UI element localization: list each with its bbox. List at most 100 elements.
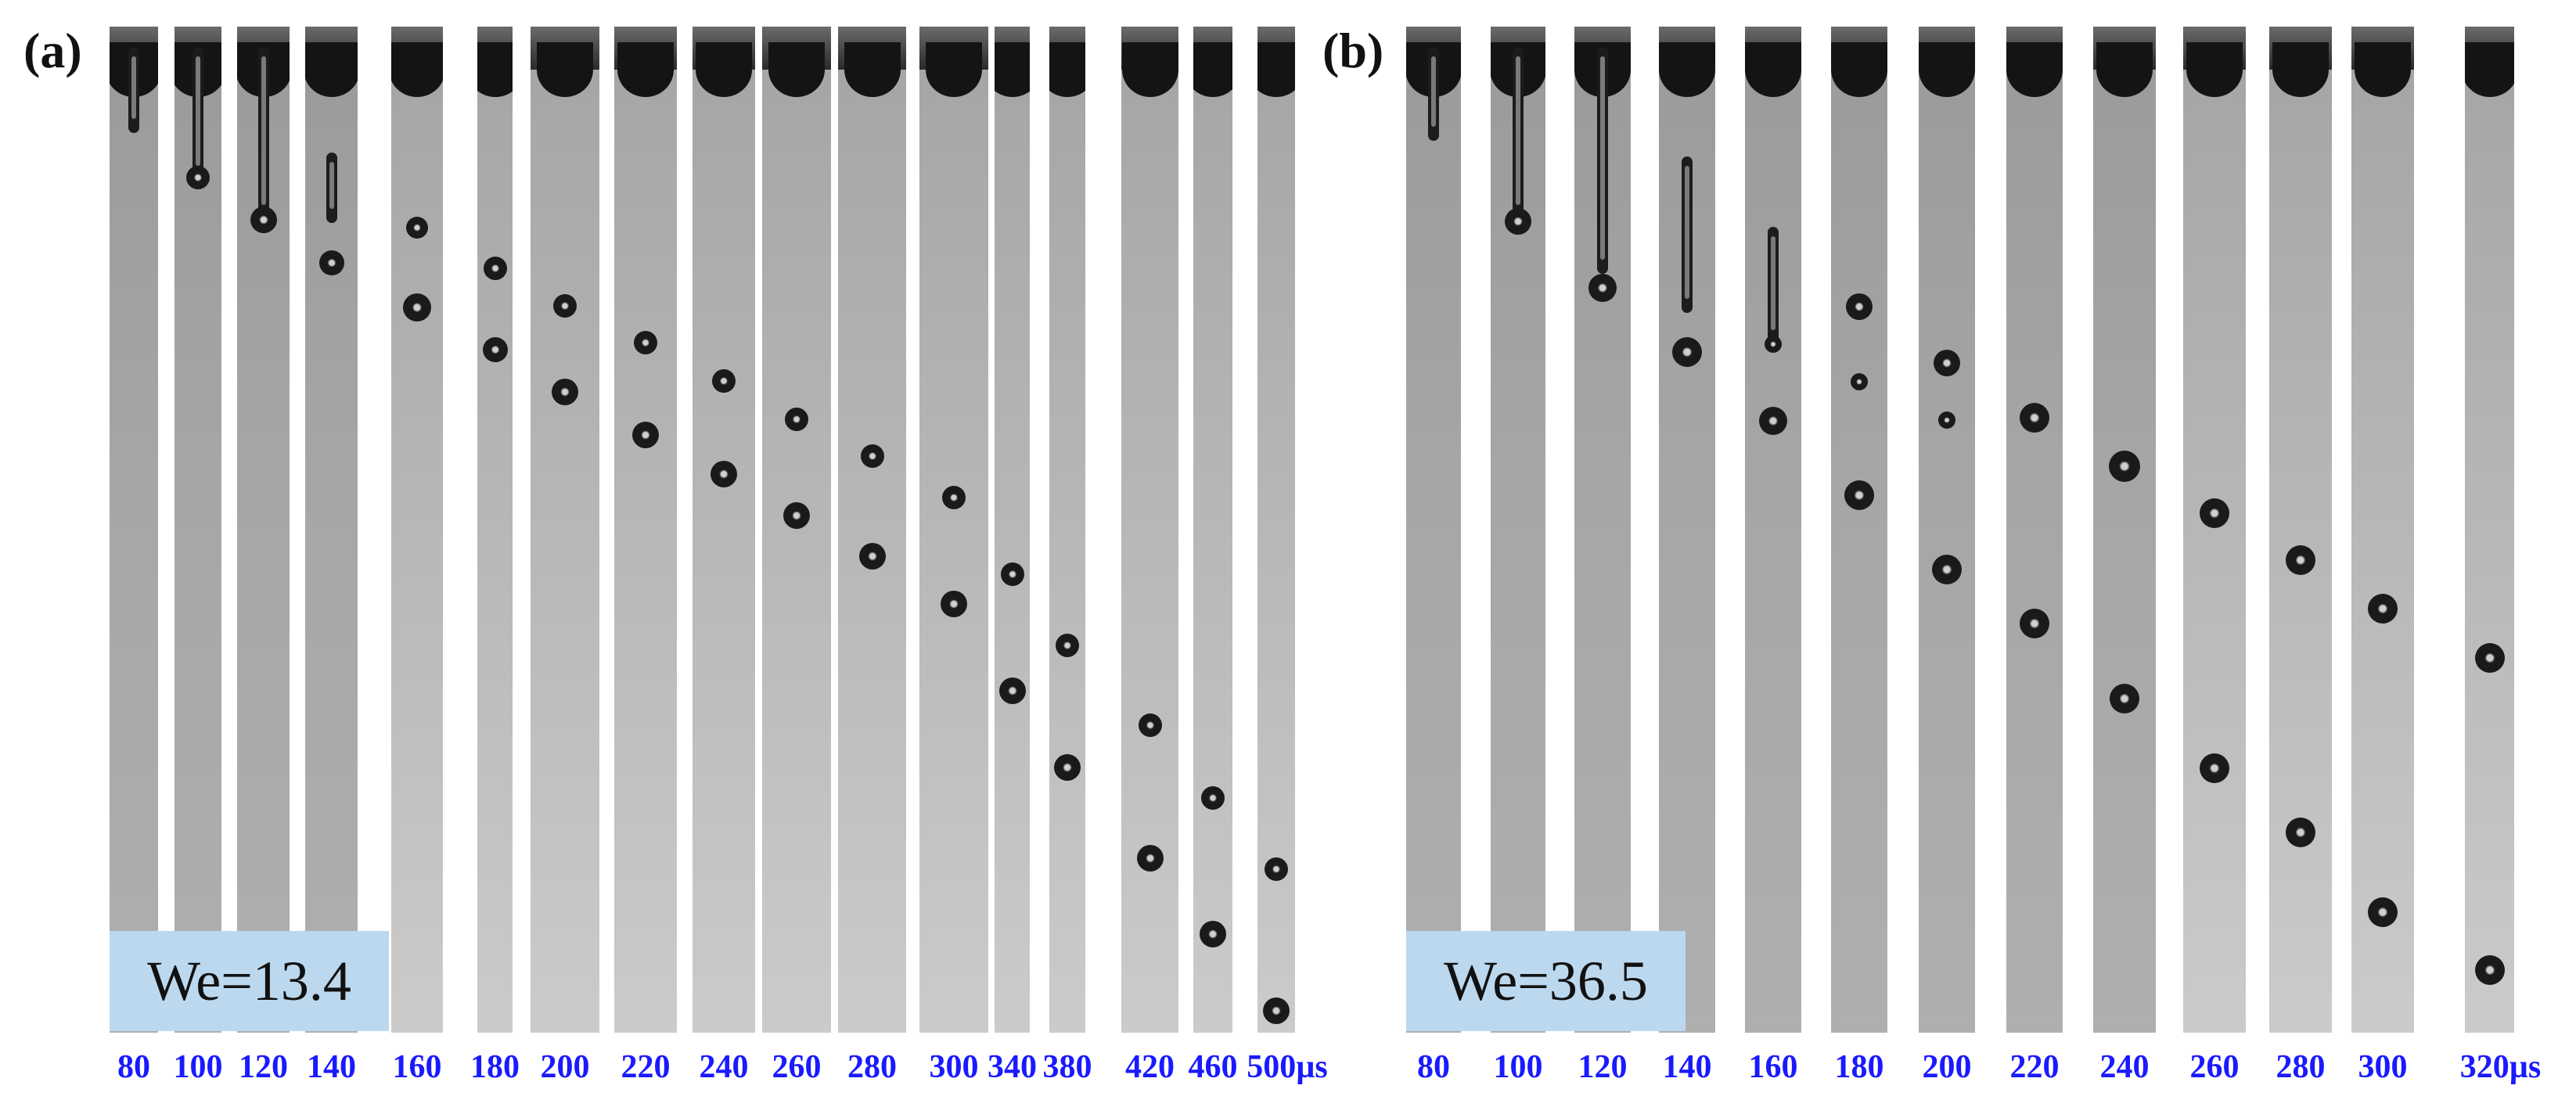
panel_b-time-label: 80 <box>1417 1049 1450 1085</box>
droplet <box>1844 480 1874 510</box>
droplet <box>860 444 884 468</box>
panel_a-time-label: 340 <box>988 1049 1037 1085</box>
nozzle-tip <box>1919 42 1975 97</box>
droplet <box>250 207 277 233</box>
droplet <box>318 250 344 275</box>
panel_b-strip-2 <box>1491 27 1545 1033</box>
nozzle-tip <box>2272 42 2329 97</box>
droplet <box>2020 609 2049 638</box>
panel_a-time-label: 380 <box>1042 1049 1092 1085</box>
panel_b-time-label: 220 <box>2009 1049 2060 1085</box>
liquid-ligament <box>1428 47 1439 141</box>
we-box-a: We=13.4 <box>110 931 389 1031</box>
panel_a-strip-2 <box>174 27 221 1033</box>
droplet <box>942 486 966 509</box>
nozzle-tip <box>1193 42 1232 97</box>
nozzle-tip <box>1257 42 1295 97</box>
droplet <box>1201 786 1225 810</box>
droplet <box>1000 562 1024 586</box>
liquid-ligament <box>326 153 337 223</box>
droplet <box>634 331 657 354</box>
panel_b-strip-5 <box>1745 27 1801 1033</box>
nozzle-tip <box>926 42 982 97</box>
droplet <box>1851 373 1868 390</box>
droplet <box>553 294 577 318</box>
droplet <box>1263 997 1290 1024</box>
panel_a-strip-17 <box>1257 27 1295 1033</box>
nozzle-tip <box>1049 42 1085 97</box>
panel_b-time-label: 160 <box>1748 1049 1798 1085</box>
panel_b-time-label: 100 <box>1493 1049 1543 1085</box>
nozzle-tip <box>844 42 901 97</box>
panel_a-time-label: 280 <box>847 1049 897 1085</box>
panel_a-strip-6 <box>477 27 513 1033</box>
panel_b-time-label: 260 <box>2189 1049 2240 1085</box>
liquid-ligament <box>257 47 269 219</box>
droplet <box>2474 643 2505 673</box>
droplet <box>2286 545 2315 575</box>
panel_a-time-label: 200 <box>540 1049 590 1085</box>
panel_b-strip-7 <box>1919 27 1975 1033</box>
droplet <box>2200 498 2229 528</box>
nozzle-tip <box>537 42 593 97</box>
panel_b-strip-13 <box>2465 27 2514 1033</box>
droplet <box>2110 684 2139 713</box>
nozzle-tip <box>1121 42 1178 97</box>
panel_a-time-label: 160 <box>392 1049 442 1085</box>
nozzle-tip <box>2186 42 2243 97</box>
droplet <box>1765 336 1782 353</box>
panel_b-strip-8 <box>2006 27 2063 1033</box>
panel_a-strip-15 <box>1121 27 1178 1033</box>
nozzle-tip <box>1745 42 1801 97</box>
droplet <box>1054 754 1081 781</box>
nozzle-tip <box>2465 42 2514 97</box>
droplet <box>712 369 736 393</box>
panel_a-time-label: 100 <box>173 1049 223 1085</box>
droplet <box>2286 818 2315 847</box>
droplet <box>482 337 508 362</box>
panel_b-time-label: 140 <box>1662 1049 1712 1085</box>
panel_a-strip-4 <box>305 27 358 1033</box>
panel_b-strip-11 <box>2269 27 2332 1033</box>
droplet <box>1588 274 1617 302</box>
nozzle-tip <box>1659 42 1715 97</box>
droplet <box>1505 208 1531 235</box>
droplet <box>1932 555 1962 584</box>
droplet <box>2368 594 2398 624</box>
panel_a-time-label: 260 <box>772 1049 822 1085</box>
droplet <box>2020 403 2049 433</box>
droplet <box>1056 634 1079 657</box>
panel_a-time-label: 500µs <box>1247 1049 1328 1085</box>
panel_a-strip-8 <box>614 27 677 1033</box>
panel_a-time-label: 180 <box>470 1049 520 1085</box>
panel_b-strip-10 <box>2183 27 2246 1033</box>
droplet <box>186 166 210 189</box>
panel_b-time-label: 120 <box>1578 1049 1628 1085</box>
droplet <box>552 379 578 405</box>
panel_a-time-label: 460 <box>1188 1049 1238 1085</box>
droplet <box>2109 451 2140 482</box>
panel_b-strip-12 <box>2351 27 2414 1033</box>
panel_a-strip-1 <box>110 27 158 1033</box>
nozzle-tip <box>2096 42 2153 97</box>
panel-b-label: (b) <box>1322 23 1384 78</box>
panel_a-strip-14 <box>1049 27 1085 1033</box>
droplet <box>941 591 967 617</box>
panel-a-label: (a) <box>23 23 82 78</box>
panel_a-strip-10 <box>762 27 831 1033</box>
nozzle-tip <box>1831 42 1887 97</box>
droplet <box>783 502 810 529</box>
panel_b-strip-6 <box>1831 27 1887 1033</box>
panel_a-strip-9 <box>693 27 755 1033</box>
droplet <box>1200 921 1226 947</box>
panel_a-strip-16 <box>1193 27 1232 1033</box>
panel_a-time-label: 240 <box>699 1049 749 1085</box>
liquid-ligament <box>192 47 203 180</box>
panel_b-time-label: 300 <box>2358 1049 2408 1085</box>
droplet <box>483 257 507 280</box>
droplet <box>785 408 808 431</box>
nozzle-tip <box>2355 42 2411 97</box>
nozzle-tip <box>995 42 1030 97</box>
nozzle-tip <box>305 42 358 97</box>
panel_b-strip-3 <box>1574 27 1631 1033</box>
